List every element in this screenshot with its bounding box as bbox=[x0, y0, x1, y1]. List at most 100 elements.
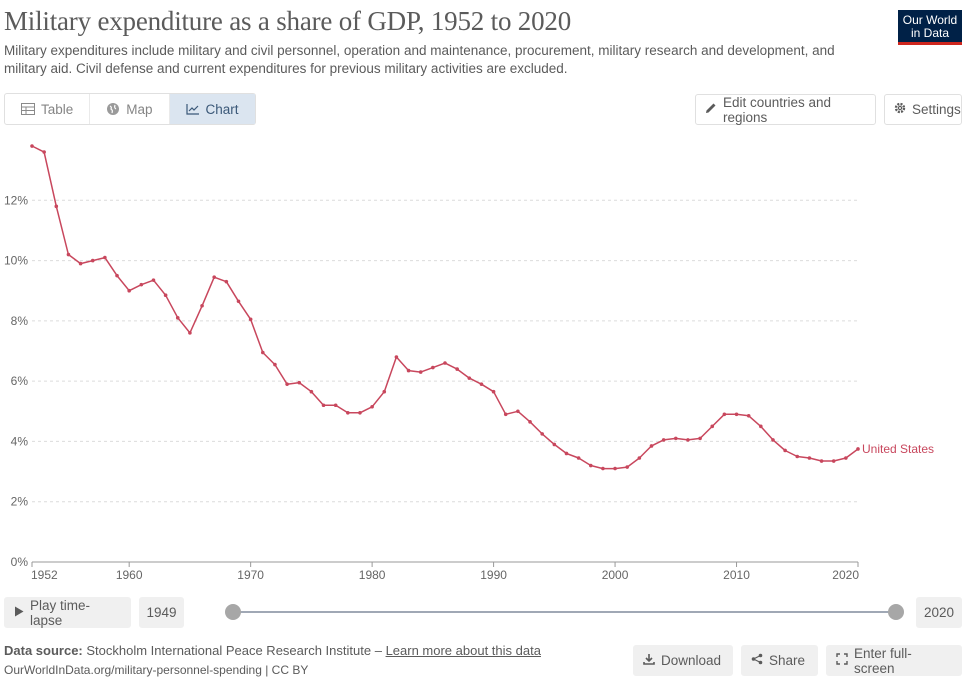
data-point bbox=[236, 299, 241, 304]
data-point bbox=[333, 403, 338, 408]
table-icon bbox=[21, 103, 35, 115]
data-point bbox=[358, 410, 362, 415]
data-point bbox=[649, 444, 654, 448]
fullscreen-label: Enter full-screen bbox=[854, 645, 912, 676]
data-point bbox=[528, 420, 532, 424]
tab-map[interactable]: Map bbox=[90, 94, 170, 124]
y-tick-label: 12% bbox=[4, 193, 28, 207]
fullscreen-button[interactable]: Enter full-screen bbox=[826, 645, 962, 676]
expand-icon bbox=[836, 653, 848, 668]
chart-subtitle: Military expenditures include military a… bbox=[4, 43, 835, 76]
data-point bbox=[722, 412, 727, 417]
x-tick-label: 1990 bbox=[480, 568, 507, 582]
data-point bbox=[66, 252, 71, 257]
gear-icon bbox=[894, 102, 906, 117]
data-point bbox=[455, 367, 459, 371]
timeline-end-year: 2020 bbox=[916, 597, 962, 628]
y-tick-label: 4% bbox=[11, 434, 29, 448]
data-point bbox=[443, 361, 447, 365]
data-point bbox=[759, 424, 763, 429]
data-point bbox=[163, 293, 168, 298]
data-point bbox=[564, 451, 569, 456]
owid-logo[interactable]: Our World in Data bbox=[898, 10, 962, 45]
data-point bbox=[78, 261, 83, 266]
data-point bbox=[576, 456, 581, 460]
tab-chart-label: Chart bbox=[205, 101, 239, 117]
tab-map-label: Map bbox=[126, 101, 153, 117]
data-point bbox=[637, 456, 642, 460]
data-point bbox=[115, 273, 119, 278]
logo-line-2: in Data bbox=[910, 26, 950, 40]
y-tick-label: 10% bbox=[4, 254, 28, 268]
data-point bbox=[673, 436, 678, 441]
data-point bbox=[431, 365, 435, 370]
tab-chart[interactable]: Chart bbox=[169, 94, 255, 124]
play-timelapse-button[interactable]: Play time-lapse bbox=[4, 597, 131, 628]
x-tick-label: 2000 bbox=[602, 568, 629, 582]
data-point bbox=[771, 438, 775, 442]
data-point bbox=[661, 438, 666, 442]
data-point bbox=[309, 389, 314, 394]
settings-label: Settings bbox=[912, 102, 961, 117]
x-tick-label: 2020 bbox=[832, 568, 859, 582]
data-point bbox=[625, 465, 630, 469]
download-label: Download bbox=[661, 653, 722, 668]
timeline-start-year: 1949 bbox=[139, 597, 184, 628]
x-tick-label: 1980 bbox=[359, 568, 386, 582]
globe-icon bbox=[106, 102, 120, 116]
timeline-start-handle[interactable] bbox=[225, 604, 241, 620]
timeline-end-handle[interactable] bbox=[888, 604, 904, 620]
data-point bbox=[491, 389, 496, 394]
data-point bbox=[503, 412, 508, 417]
x-tick-label: 1952 bbox=[31, 568, 58, 582]
data-point bbox=[30, 144, 34, 148]
data-point bbox=[783, 448, 787, 453]
data-point bbox=[54, 204, 59, 209]
data-point bbox=[103, 255, 107, 260]
data-point bbox=[807, 456, 812, 460]
data-point bbox=[346, 410, 350, 415]
tab-table-label: Table bbox=[41, 101, 74, 117]
data-point bbox=[382, 389, 387, 394]
source-url[interactable]: OurWorldInData.org/military-personnel-sp… bbox=[4, 663, 309, 677]
data-point bbox=[552, 442, 557, 447]
data-point bbox=[188, 331, 192, 335]
view-tabs: Table Map Chart bbox=[4, 93, 256, 125]
edit-countries-button[interactable]: Edit countries and regions bbox=[695, 94, 876, 125]
x-tick-label: 1970 bbox=[237, 568, 264, 582]
data-point bbox=[844, 456, 848, 460]
settings-button[interactable]: Settings bbox=[884, 94, 962, 125]
data-point bbox=[795, 454, 800, 459]
data-point bbox=[819, 459, 824, 463]
data-point bbox=[406, 368, 411, 373]
data-point bbox=[273, 362, 277, 367]
edit-countries-label: Edit countries and regions bbox=[723, 94, 832, 125]
data-point bbox=[127, 288, 131, 293]
chart-title: Military expenditure as a share of GDP, … bbox=[4, 6, 571, 36]
data-point bbox=[698, 436, 702, 441]
data-point bbox=[151, 278, 156, 282]
timeline-track[interactable] bbox=[232, 611, 897, 613]
tab-table[interactable]: Table bbox=[5, 94, 91, 124]
data-point bbox=[734, 412, 739, 417]
data-point bbox=[516, 409, 520, 414]
timeline-end-label: 2020 bbox=[923, 605, 955, 620]
data-point bbox=[746, 414, 751, 418]
download-button[interactable]: Download bbox=[633, 645, 733, 676]
y-tick-label: 0% bbox=[11, 555, 29, 569]
y-tick-label: 2% bbox=[11, 495, 29, 509]
data-point bbox=[467, 376, 472, 380]
share-button[interactable]: Share bbox=[741, 645, 818, 676]
data-point bbox=[248, 317, 253, 322]
data-point bbox=[175, 316, 180, 320]
data-point bbox=[540, 432, 544, 436]
learn-more-link[interactable]: Learn more about this data bbox=[385, 643, 541, 658]
data-point bbox=[588, 463, 593, 468]
share-label: Share bbox=[769, 653, 806, 668]
timeline-start-label: 1949 bbox=[146, 605, 177, 620]
y-tick-label: 8% bbox=[11, 314, 29, 328]
data-point bbox=[394, 355, 399, 359]
download-icon bbox=[643, 653, 655, 668]
play-timelapse-label: Play time-lapse bbox=[30, 597, 91, 628]
series-label: United States bbox=[862, 442, 934, 456]
